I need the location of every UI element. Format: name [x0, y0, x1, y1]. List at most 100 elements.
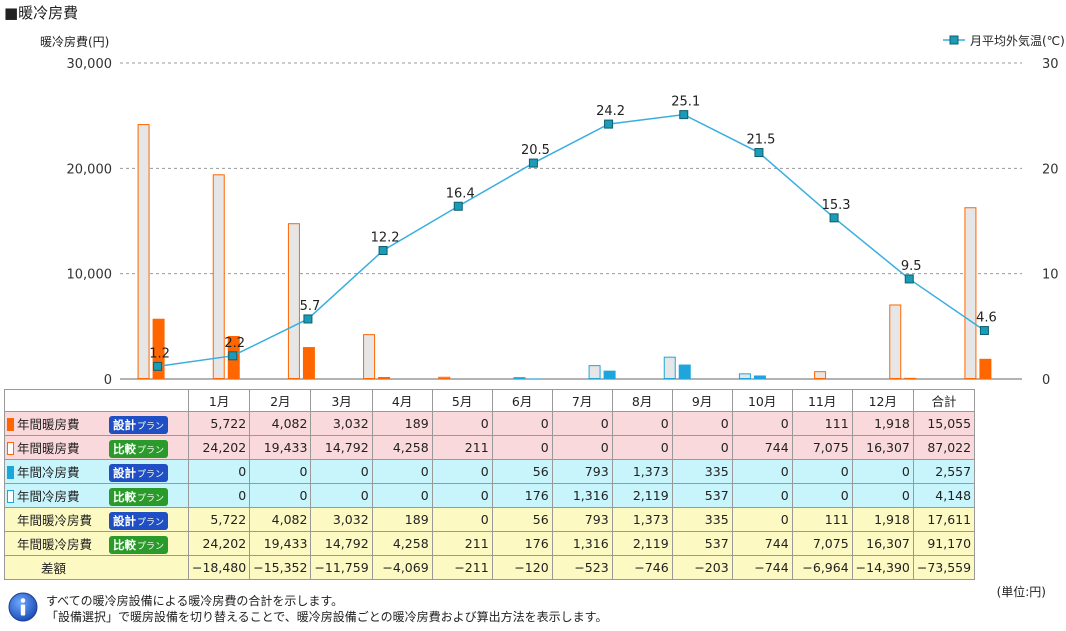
value-cell: 0 [310, 483, 373, 508]
value-cell: 335 [671, 459, 733, 484]
legend-label: 月平均外気温(℃) [970, 33, 1065, 48]
row-label: 年間暖冷房費 [17, 512, 93, 528]
bar [528, 378, 541, 379]
value-cell: 0 [731, 483, 793, 508]
value-cell: 0 [431, 483, 493, 508]
value-cell: 0 [371, 483, 433, 508]
value-cell: 14,792 [310, 531, 373, 556]
row-label-cell: 年間冷房費 設計プラン [4, 459, 189, 484]
value-cell: 4,258 [371, 531, 433, 556]
legend-swatch [7, 441, 14, 455]
design-plan-badge: 設計プラン [109, 415, 169, 434]
value-cell: 0 [731, 459, 793, 484]
value-cell: 7,075 [791, 531, 853, 556]
value-cell: 0 [611, 411, 673, 436]
table-header-cell: 1月 [187, 389, 251, 412]
row-label: 年間暖房費 [17, 416, 80, 432]
info-icon[interactable] [8, 592, 38, 622]
bar [663, 356, 676, 380]
value-cell: 24,202 [187, 531, 251, 556]
row-label: 年間暖冷房費 [17, 536, 93, 552]
compare-plan-badge: 比較プラン [109, 439, 169, 458]
y-tick-right: 0 [1042, 373, 1050, 388]
value-cell: 0 [611, 435, 673, 460]
temperature-label: 25.1 [671, 95, 700, 110]
bar [753, 375, 766, 379]
temperature-point [453, 201, 463, 211]
value-cell: 0 [671, 435, 733, 460]
bar [904, 377, 917, 379]
value-cell: 1,316 [551, 483, 613, 508]
value-cell: 211 [431, 531, 493, 556]
value-cell: 0 [431, 507, 493, 532]
temperature-label: 2.2 [224, 336, 245, 351]
value-cell: 0 [371, 459, 433, 484]
value-cell: 0 [249, 459, 312, 484]
bar [588, 365, 601, 379]
data-table: 1月 2月 3月 4月 5月 6月 7月 8月 9月 10月 11月 12月 合計 年間暖房費 設計プラン… [4, 389, 976, 580]
value-cell: −14,390 [851, 555, 914, 580]
value-cell: 24,202 [187, 435, 251, 460]
table-header-cell: 6月 [491, 389, 553, 412]
row-label-cell: 差額 [4, 555, 189, 580]
value-cell: 16,307 [851, 435, 914, 460]
table-header-corner [4, 389, 189, 412]
value-cell: −11,759 [310, 555, 373, 580]
temperature-point [904, 274, 914, 284]
bar [979, 358, 992, 379]
value-cell: 7,075 [791, 435, 853, 460]
table-header-row: 1月 2月 3月 4月 5月 6月 7月 8月 9月 10月 11月 12月 合計 [4, 389, 976, 412]
table-header-cell: 3月 [310, 389, 373, 412]
table-header-cell: 9月 [671, 389, 733, 412]
design-plan-badge: 設計プラン [109, 463, 169, 482]
table-row: 年間暖冷房費 比較プラン 24,202 19,433 14,792 4,258 211 176… [4, 531, 976, 556]
value-cell: −211 [431, 555, 493, 580]
value-cell: 111 [791, 411, 853, 436]
table-header-cell: 4月 [371, 389, 433, 412]
legend-swatch [7, 417, 14, 431]
value-cell: 2,119 [611, 483, 673, 508]
value-cell: 537 [671, 483, 733, 508]
table-header-cell: 7月 [551, 389, 613, 412]
y-tick-left: 20,000 [67, 162, 113, 177]
temperature-label: 9.5 [901, 259, 922, 274]
temperature-label: 20.5 [521, 143, 550, 158]
bar [287, 223, 300, 379]
bar [603, 370, 616, 379]
table-row: 年間冷房費 比較プラン 0 0 0 0 0 176 1,316 2,119 537 0 0 0 4,148 [4, 483, 976, 508]
value-cell: 0 [791, 483, 853, 508]
table-row: 年間暖冷房費 設計プラン 5,722 4,082 3,032 189 0 56 793 1,373… [4, 507, 976, 532]
row-label-cell: 年間暖房費 比較プラン [4, 435, 189, 460]
table-row: 年間暖房費 設計プラン 5,722 4,082 3,032 189 0 0 0 0 0 0 111 1,9… [4, 411, 976, 436]
temperature-point [754, 148, 764, 158]
value-cell: 56 [491, 507, 553, 532]
temperature-label: 24.2 [596, 104, 625, 119]
value-cell: 0 [851, 483, 914, 508]
temperature-point [528, 158, 538, 168]
row-label-cell: 年間暖房費 設計プラン [4, 411, 189, 436]
value-cell: 0 [431, 459, 493, 484]
value-cell: 0 [491, 435, 553, 460]
bar [438, 376, 451, 379]
bar [212, 174, 225, 379]
y-tick-right: 20 [1042, 162, 1059, 177]
table-header-cell: 10月 [731, 389, 793, 412]
table-header-cell: 12月 [851, 389, 914, 412]
value-cell: 4,258 [371, 435, 433, 460]
table-row: 年間冷房費 設計プラン 0 0 0 0 0 56 793 1,373 335 0 0 0 2,557 [4, 459, 976, 484]
value-cell: 0 [310, 459, 373, 484]
value-cell: 19,433 [249, 531, 312, 556]
value-cell: 793 [551, 459, 613, 484]
temperature-point [604, 119, 614, 129]
temperature-point [303, 314, 313, 324]
value-cell: 19,433 [249, 435, 312, 460]
value-cell: 0 [187, 459, 251, 484]
y-tick-right: 10 [1042, 268, 1059, 283]
row-label: 差額 [41, 561, 67, 576]
value-cell: 793 [551, 507, 613, 532]
page-title: ■暖冷房費 [4, 4, 79, 22]
table-header-cell: 5月 [431, 389, 493, 412]
value-cell: 335 [671, 507, 733, 532]
value-cell: 211 [431, 435, 493, 460]
table-header-cell: 8月 [611, 389, 673, 412]
